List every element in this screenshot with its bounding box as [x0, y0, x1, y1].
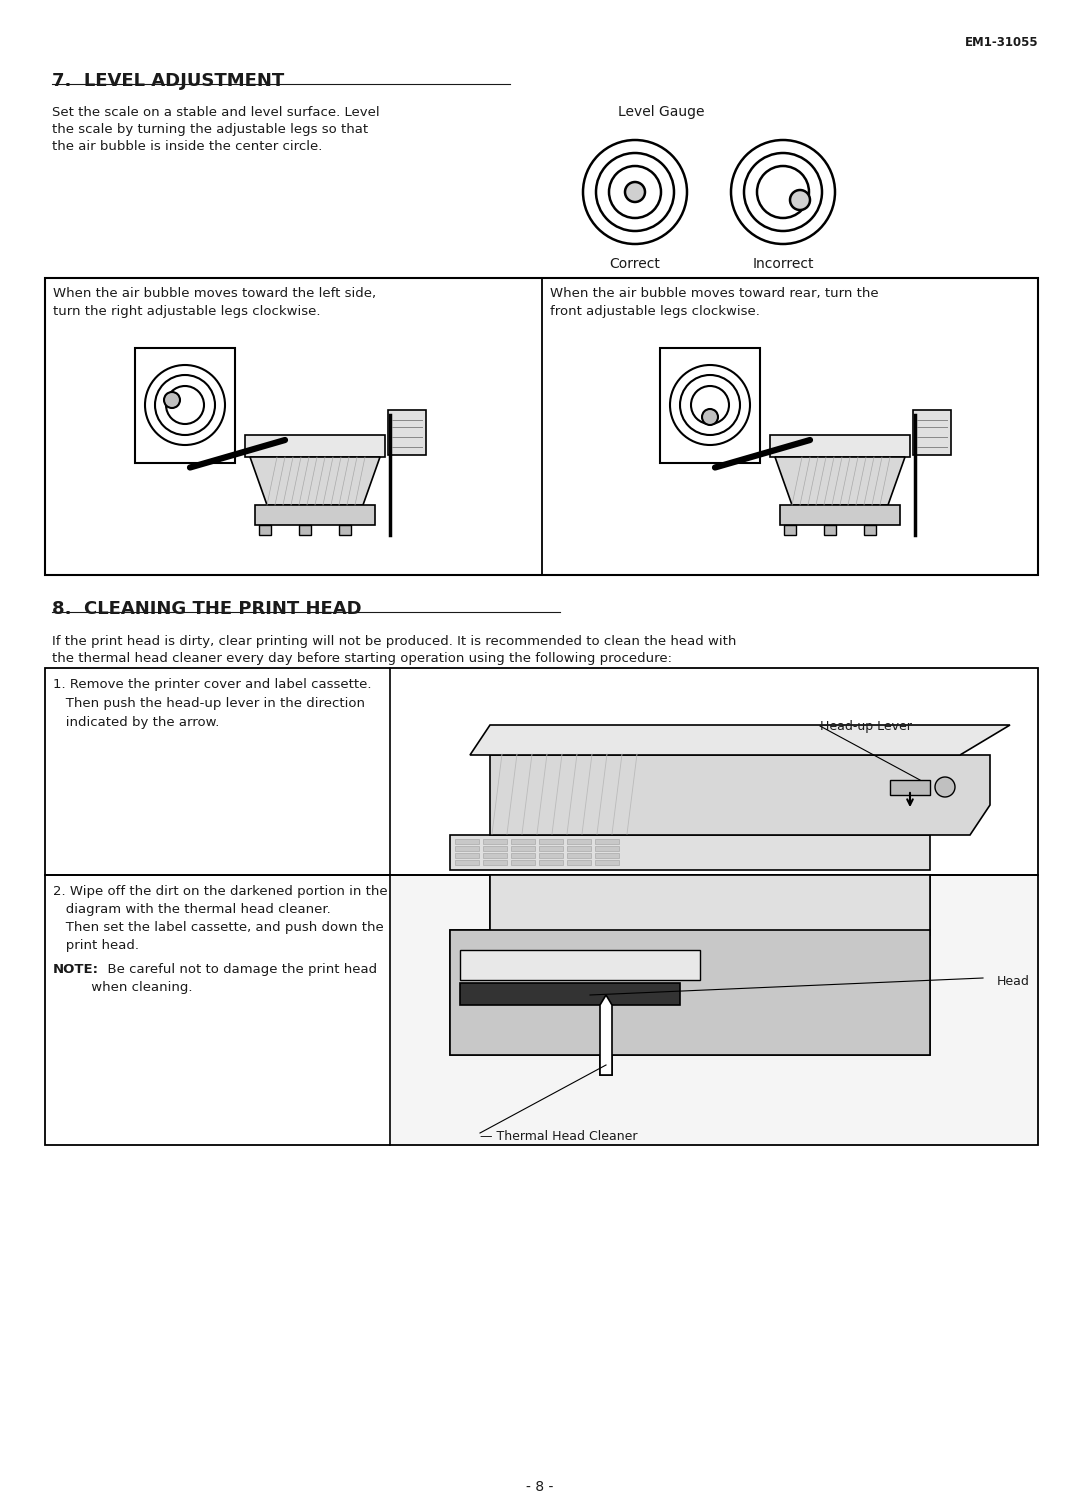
- Text: turn the right adjustable legs clockwise.: turn the right adjustable legs clockwise…: [53, 305, 321, 317]
- Bar: [455, 839, 480, 845]
- Bar: [135, 348, 235, 462]
- Text: Be careful not to damage the print head: Be careful not to damage the print head: [99, 963, 377, 976]
- Polygon shape: [470, 725, 1010, 756]
- Text: when cleaning.: when cleaning.: [53, 981, 192, 994]
- Bar: [483, 860, 507, 864]
- Bar: [460, 984, 680, 1005]
- Bar: [660, 348, 760, 462]
- Polygon shape: [600, 996, 612, 1074]
- Bar: [539, 839, 563, 845]
- Bar: [784, 524, 796, 535]
- Text: When the air bubble moves toward rear, turn the: When the air bubble moves toward rear, t…: [550, 287, 878, 301]
- Bar: [890, 780, 930, 795]
- Text: Level Gauge: Level Gauge: [618, 104, 704, 119]
- Bar: [595, 860, 619, 864]
- Text: print head.: print head.: [53, 938, 139, 952]
- Bar: [595, 839, 619, 845]
- Bar: [45, 668, 1038, 875]
- Text: the thermal head cleaner every day before starting operation using the following: the thermal head cleaner every day befor…: [52, 653, 672, 665]
- FancyBboxPatch shape: [450, 836, 930, 870]
- Bar: [864, 524, 876, 535]
- Bar: [539, 860, 563, 864]
- Bar: [455, 854, 480, 858]
- Bar: [460, 950, 700, 981]
- Text: Head-up Lever: Head-up Lever: [820, 721, 912, 733]
- Text: — Thermal Head Cleaner: — Thermal Head Cleaner: [480, 1130, 637, 1142]
- Text: If the print head is dirty, clear printing will not be produced. It is recommend: If the print head is dirty, clear printi…: [52, 635, 737, 648]
- Circle shape: [164, 391, 180, 408]
- Bar: [595, 846, 619, 851]
- Text: 7.  LEVEL ADJUSTMENT: 7. LEVEL ADJUSTMENT: [52, 73, 284, 91]
- Bar: [483, 846, 507, 851]
- Bar: [567, 854, 591, 858]
- Bar: [388, 409, 426, 455]
- Text: indicated by the arrow.: indicated by the arrow.: [53, 716, 219, 728]
- Bar: [595, 854, 619, 858]
- Bar: [391, 876, 1037, 1144]
- Bar: [824, 524, 836, 535]
- Bar: [45, 875, 1038, 1145]
- FancyBboxPatch shape: [770, 435, 910, 456]
- Polygon shape: [249, 456, 380, 505]
- Text: Set the scale on a stable and level surface. Level: Set the scale on a stable and level surf…: [52, 106, 380, 119]
- Text: 8.  CLEANING THE PRINT HEAD: 8. CLEANING THE PRINT HEAD: [52, 600, 362, 618]
- Circle shape: [935, 777, 955, 796]
- Polygon shape: [775, 456, 905, 505]
- Text: When the air bubble moves toward the left side,: When the air bubble moves toward the lef…: [53, 287, 376, 301]
- Text: 1. Remove the printer cover and label cassette.: 1. Remove the printer cover and label ca…: [53, 678, 372, 691]
- Text: front adjustable legs clockwise.: front adjustable legs clockwise.: [550, 305, 759, 317]
- Text: NOTE:: NOTE:: [53, 963, 99, 976]
- Circle shape: [625, 181, 645, 202]
- Text: - 8 -: - 8 -: [526, 1479, 554, 1494]
- Text: Correct: Correct: [609, 257, 661, 270]
- Bar: [483, 839, 507, 845]
- Bar: [539, 854, 563, 858]
- Bar: [567, 839, 591, 845]
- Bar: [511, 854, 535, 858]
- Bar: [511, 846, 535, 851]
- FancyBboxPatch shape: [245, 435, 384, 456]
- Text: Incorrect: Incorrect: [753, 257, 813, 270]
- Text: EM1-31055: EM1-31055: [964, 36, 1038, 48]
- Bar: [567, 846, 591, 851]
- Text: diagram with the thermal head cleaner.: diagram with the thermal head cleaner.: [53, 904, 330, 916]
- FancyBboxPatch shape: [450, 929, 930, 1055]
- Text: 2. Wipe off the dirt on the darkened portion in the: 2. Wipe off the dirt on the darkened por…: [53, 885, 388, 898]
- Bar: [45, 278, 1038, 576]
- Polygon shape: [780, 505, 900, 524]
- Bar: [299, 524, 311, 535]
- Bar: [567, 860, 591, 864]
- FancyBboxPatch shape: [490, 875, 930, 935]
- Text: Then push the head-up lever in the direction: Then push the head-up lever in the direc…: [53, 697, 365, 710]
- Polygon shape: [490, 756, 990, 836]
- Bar: [511, 860, 535, 864]
- Circle shape: [789, 190, 810, 210]
- Text: Then set the label cassette, and push down the: Then set the label cassette, and push do…: [53, 922, 383, 934]
- Bar: [913, 409, 951, 455]
- Bar: [511, 839, 535, 845]
- Text: Head: Head: [997, 975, 1030, 988]
- Circle shape: [702, 409, 718, 425]
- Bar: [539, 846, 563, 851]
- Bar: [455, 846, 480, 851]
- Bar: [339, 524, 351, 535]
- Bar: [259, 524, 271, 535]
- Bar: [483, 854, 507, 858]
- Bar: [455, 860, 480, 864]
- Text: the air bubble is inside the center circle.: the air bubble is inside the center circ…: [52, 141, 322, 153]
- Text: the scale by turning the adjustable legs so that: the scale by turning the adjustable legs…: [52, 122, 368, 136]
- Polygon shape: [255, 505, 375, 524]
